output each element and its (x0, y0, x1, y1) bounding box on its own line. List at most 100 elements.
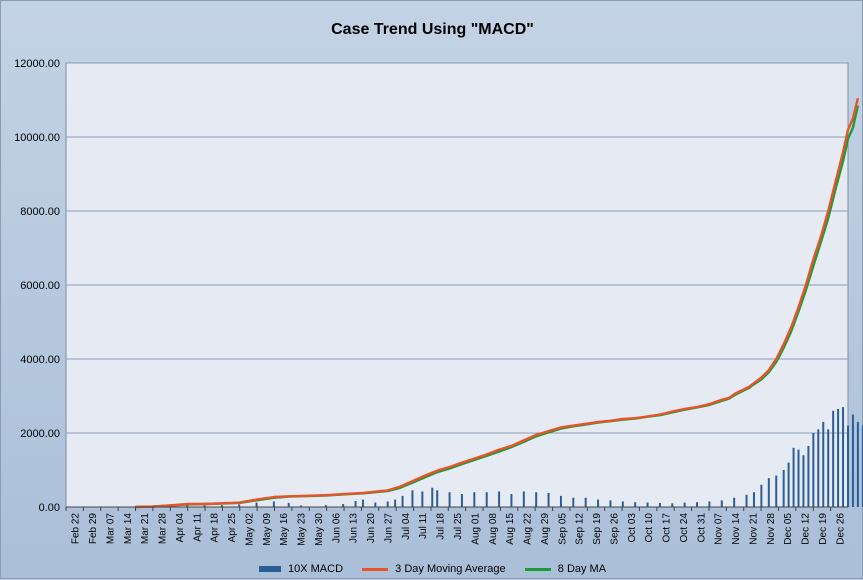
macd-bar (856, 421, 859, 507)
legend-swatch-macd (258, 566, 281, 573)
x-tick-label: Jul 11 (418, 513, 429, 539)
x-tick-label: Mar 07 (105, 513, 116, 545)
x-tick-label: May 02 (244, 513, 255, 546)
macd-bar (851, 414, 854, 507)
x-tick-label: Nov 21 (748, 513, 759, 545)
macd-bar (733, 497, 736, 507)
x-tick-label: Dec 19 (818, 513, 829, 545)
macd-bar (827, 429, 830, 507)
macd-bar (792, 447, 795, 507)
legend-label-ma8: 8 Day MA (557, 563, 607, 576)
x-tick-label: Sep 19 (592, 513, 603, 545)
macd-bar (745, 494, 748, 507)
ma3-line (135, 97, 860, 509)
macd-bar (782, 470, 785, 507)
x-tick-label: Jun 13 (349, 513, 360, 543)
macd-bar (255, 502, 258, 507)
macd-bar (572, 497, 575, 507)
x-tick-label: Nov 07 (714, 513, 725, 545)
x-tick-label: Aug 22 (523, 513, 534, 545)
macd-bar (374, 502, 377, 507)
macd-bar (807, 445, 810, 507)
x-tick-label: Oct 31 (696, 513, 707, 543)
macd-bar (300, 505, 303, 507)
x-tick-label: May 23 (297, 513, 308, 546)
macd-bar (220, 505, 223, 507)
x-tick-label: Apr 18 (210, 513, 221, 543)
y-tick-label: 10000.00 (14, 132, 60, 144)
macd-bar (646, 502, 649, 507)
x-tick-label: Feb 29 (88, 513, 99, 545)
macd-bar (460, 494, 463, 507)
macd-bar (861, 425, 863, 507)
x-tick-label: Dec 26 (835, 513, 846, 545)
series-lines (135, 97, 860, 509)
x-tick-label: May 09 (262, 513, 273, 546)
gridlines (66, 62, 848, 434)
macd-bar (760, 484, 763, 507)
legend-label-macd: 10X MACD (288, 563, 344, 576)
macd-bar (421, 491, 424, 507)
x-tick-label: Feb 22 (71, 513, 82, 545)
x-tick-label: Dec 12 (801, 513, 812, 545)
y-tick-label: 2000.00 (20, 428, 60, 440)
macd-bar (817, 429, 820, 507)
y-tick-label: 8000.00 (20, 206, 60, 218)
macd-bar (720, 500, 723, 507)
y-tick-label: 6000.00 (20, 280, 60, 292)
macd-bar (832, 410, 835, 507)
macd-bar (696, 502, 699, 507)
legend-item-macd: 10X MACD (258, 563, 344, 576)
macd-bar (436, 490, 439, 507)
legend-swatch-ma3 (362, 567, 389, 571)
macd-bar (812, 433, 815, 507)
macd-bar (802, 455, 805, 507)
x-tick-label: Apr 11 (192, 513, 203, 542)
x-tick-label: Oct 24 (679, 513, 690, 543)
x-tick-label: Oct 10 (644, 513, 655, 543)
macd-bar (203, 505, 206, 507)
x-tick-label: Oct 17 (662, 513, 673, 543)
x-tick-label: Aug 01 (470, 513, 481, 545)
x-tick-label: May 30 (314, 513, 325, 546)
macd-bar (238, 504, 241, 507)
macd-bar (775, 475, 778, 507)
legend-swatch-ma8 (524, 567, 551, 571)
macd-bar (401, 495, 404, 507)
macd-bar (658, 502, 661, 507)
macd-bar (609, 500, 612, 507)
x-tick-label: Oct 03 (627, 513, 638, 543)
macd-bar (767, 478, 770, 507)
macd-bar (752, 492, 755, 507)
macd-bar (473, 492, 476, 507)
macd-bar (411, 490, 414, 507)
macd-bar (287, 502, 290, 507)
y-tick-label: 0.00 (39, 502, 60, 514)
y-tick-label: 12000.00 (14, 58, 60, 70)
macd-bar (485, 492, 488, 507)
macd-bar (386, 501, 389, 507)
x-tick-label: Dec 05 (783, 513, 794, 545)
x-tick-label: Jun 06 (331, 513, 342, 543)
macd-bar (787, 462, 790, 507)
x-tick-label: Apr 25 (227, 513, 238, 543)
macd-bar (634, 502, 637, 507)
macd-bar (597, 499, 600, 507)
x-tick-label: Mar 14 (123, 513, 134, 545)
macd-bar (671, 503, 674, 507)
x-tick-label: Aug 15 (505, 513, 516, 545)
macd-bar (621, 501, 624, 507)
x-tick-label: Jul 18 (436, 513, 447, 540)
x-tick-label: May 16 (279, 513, 290, 546)
macd-bar (394, 499, 397, 507)
macd-bar (186, 505, 189, 507)
macd-bar (361, 499, 364, 507)
x-tick-label: Mar 21 (140, 513, 151, 545)
macd-bar (547, 492, 550, 507)
legend-label-ma3: 3 Day Moving Average (395, 563, 506, 576)
macd-bar (584, 497, 587, 507)
x-tick-label: Jun 20 (366, 513, 377, 543)
x-tick-label: Sep 12 (575, 513, 586, 545)
macd-bar (342, 504, 345, 507)
